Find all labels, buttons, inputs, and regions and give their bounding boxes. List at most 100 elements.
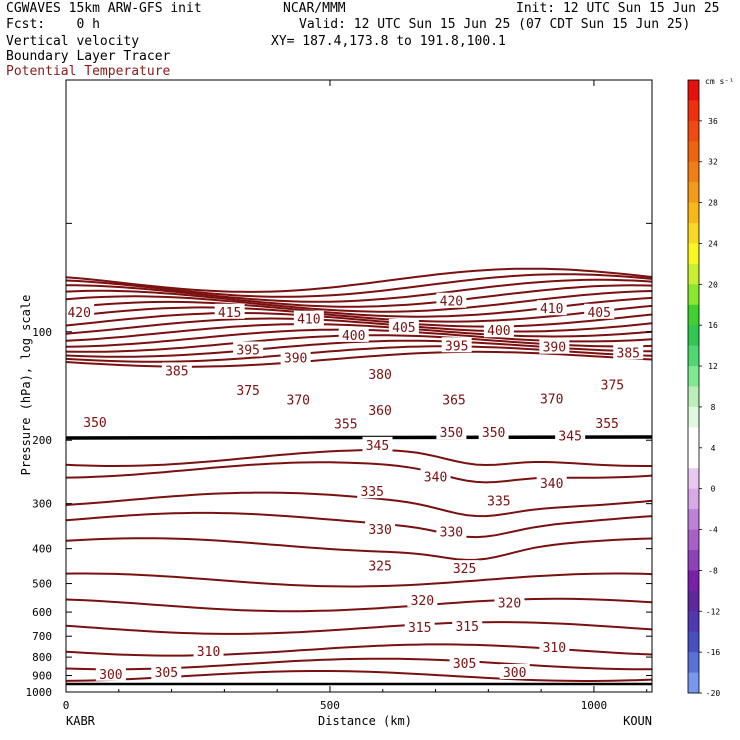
contour-label-bg	[436, 292, 467, 308]
colorbar-label: 28	[708, 199, 718, 208]
colorbar-swatch	[688, 406, 699, 428]
contour-label-bg	[293, 310, 324, 326]
right-endpoint-label: KOUN	[623, 714, 652, 728]
variable-boundary-layer-tracer: Boundary Layer Tracer	[6, 49, 171, 64]
colorbar-label: 32	[708, 158, 718, 167]
contour-label-bg	[483, 322, 514, 338]
theta-contour-line	[65, 449, 652, 467]
cross-section-endpoints: XY= 187.4,173.8 to 191.8,100.1	[271, 34, 506, 49]
x-tick-label: 0	[63, 699, 70, 712]
contour-label-bg	[365, 521, 396, 537]
contour-label: 330	[440, 525, 463, 540]
vertical-velocity-colorbar: cm s⁻¹ 36 32 28 24 20 16 12 8 4 0 -4 -8 -12 -16 -20	[687, 77, 734, 698]
contour-label: 355	[595, 417, 618, 432]
colorbar-label: 4	[711, 444, 716, 453]
colorbar-swatch	[688, 631, 699, 653]
contour-label-bg	[592, 414, 623, 430]
contour-label: 345	[366, 439, 389, 454]
contour-label: 320	[411, 594, 434, 609]
contour-label-bg	[407, 591, 438, 607]
contour-label-bg	[420, 468, 451, 484]
colorbar-swatch	[688, 243, 699, 265]
contour-label: 415	[218, 306, 241, 321]
contour-label: 380	[368, 368, 391, 383]
colorbar-swatch	[688, 366, 699, 387]
x-axis: 0 500 1000	[63, 80, 648, 712]
contour-label: 370	[287, 393, 310, 408]
colorbar-label: -12	[706, 607, 721, 616]
contour-label: 375	[236, 384, 259, 399]
y-axis-label: Pressure (hPa), log scale	[19, 295, 33, 476]
theta-contour-line	[65, 511, 653, 539]
theta-contour-line	[65, 317, 653, 335]
y-tick-label: 900	[32, 670, 52, 683]
contour-label: 325	[453, 562, 476, 577]
contour-label-bg	[404, 618, 435, 634]
contour-label-bg	[539, 638, 570, 654]
colorbar-swatch	[688, 549, 699, 571]
colorbar-label: 20	[708, 280, 718, 289]
contour-label-bg	[436, 424, 467, 440]
theta-contour-line	[65, 312, 653, 328]
contour-label: 375	[601, 378, 624, 393]
contour-label: 300	[503, 666, 526, 681]
y-tick-label: 200	[32, 434, 52, 447]
colorbar-label: 12	[708, 362, 718, 371]
contour-label-bg	[613, 344, 644, 360]
theta-contour-line	[65, 323, 653, 342]
contour-label: 320	[498, 597, 521, 612]
organization-label: NCAR/MMM	[283, 1, 346, 16]
contour-label: 390	[284, 352, 307, 367]
contour-label-bg	[452, 617, 483, 633]
colorbar-swatch	[688, 509, 699, 531]
contour-label: 360	[368, 404, 391, 419]
contour-label: 315	[408, 621, 431, 636]
contour-label: 325	[368, 559, 391, 574]
contour-label-bg	[365, 366, 396, 382]
contour-label: 385	[617, 346, 640, 361]
contour-label: 390	[543, 341, 566, 356]
colorbar-swatch	[688, 590, 699, 612]
contour-label: 345	[558, 429, 581, 444]
contour-label-bg	[536, 475, 567, 491]
contour-label-bg	[439, 391, 470, 407]
contour-label: 365	[442, 393, 465, 408]
colorbar-swatch	[688, 652, 699, 674]
contour-label: 310	[543, 641, 566, 656]
colorbar-swatch	[688, 182, 699, 204]
colorbar-swatch	[688, 468, 699, 490]
contour-label-bg	[338, 326, 369, 342]
contour-label-bg	[357, 483, 388, 499]
contour-label: 370	[540, 392, 563, 407]
contour-label-bg	[283, 391, 314, 407]
contour-label-bg	[280, 349, 311, 365]
colorbar-swatch	[688, 672, 699, 694]
contour-labels: 420 415 410 420 410 405 405 400 400 395 395 390 390 3…	[64, 292, 644, 683]
colorbar-label: -4	[708, 526, 718, 535]
model-title: CGWAVES 15km ARW-GFS init	[6, 1, 202, 16]
contour-label: 330	[368, 523, 391, 538]
colorbar-label: -8	[708, 566, 718, 575]
contour-label-bg	[64, 303, 95, 319]
colorbar-swatch	[688, 570, 699, 592]
contour-label-bg	[365, 402, 396, 418]
y-tick-label: 400	[32, 543, 52, 556]
contour-label-bg	[365, 557, 396, 573]
theta-contour-line	[65, 267, 653, 293]
plot-frame	[65, 79, 653, 693]
contour-label-bg	[536, 390, 567, 406]
valid-time: Valid: 12 UTC Sun 15 Jun 25 (07 CDT Sun …	[299, 17, 691, 32]
contour-label-bg	[597, 376, 628, 392]
colorbar-label: 0	[711, 485, 716, 494]
contour-label: 405	[392, 321, 415, 336]
y-tick-label: 1000	[26, 686, 53, 699]
contour-label: 350	[83, 416, 106, 431]
contour-label: 400	[487, 324, 510, 339]
colorbar-swatch	[688, 141, 699, 163]
y-axis: 100 200 300 400 500 600 700 800 900 1000	[26, 79, 652, 699]
y-tick-label: 100	[32, 326, 52, 339]
theta-contour-line	[65, 284, 653, 308]
contour-label-bg	[449, 560, 480, 576]
contour-label: 410	[540, 302, 563, 317]
contour-label-bg	[536, 300, 567, 316]
